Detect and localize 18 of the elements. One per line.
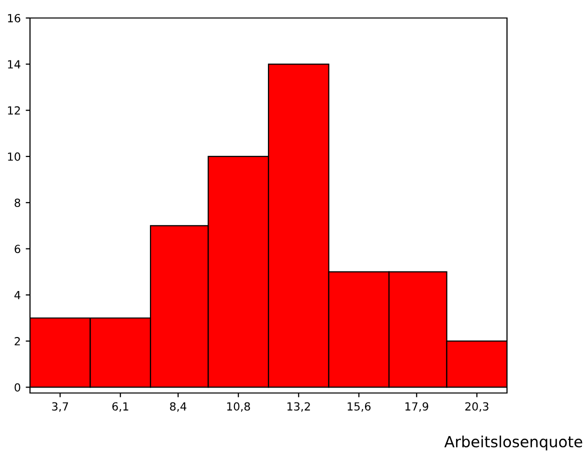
x-tick-label: 10,8 [227,402,250,412]
y-tick-label: 12 [8,106,20,115]
y-tick-label: 8 [14,198,20,207]
y-tick-label: 14 [8,60,20,68]
y-tick-label: 6 [14,244,20,254]
y-tick-label: 2 [14,337,20,346]
x-tick-label: 20,3 [465,402,488,412]
y-tick-label: 0 [14,383,20,392]
x-tick-label: 6,1 [112,402,128,412]
y-tick-label: 4 [14,291,20,300]
x-tick-label: 13,2 [287,402,310,412]
x-tick-label: 15,6 [348,402,371,412]
y-tick-label: 16 [8,14,20,22]
x-axis-title: Arbeitslosenquote [444,436,582,450]
x-tick-label: 17,9 [405,402,428,412]
x-tick-label: 8,4 [170,402,186,412]
y-tick-label: 10 [8,152,20,161]
x-tick-label: 3,7 [52,402,68,412]
